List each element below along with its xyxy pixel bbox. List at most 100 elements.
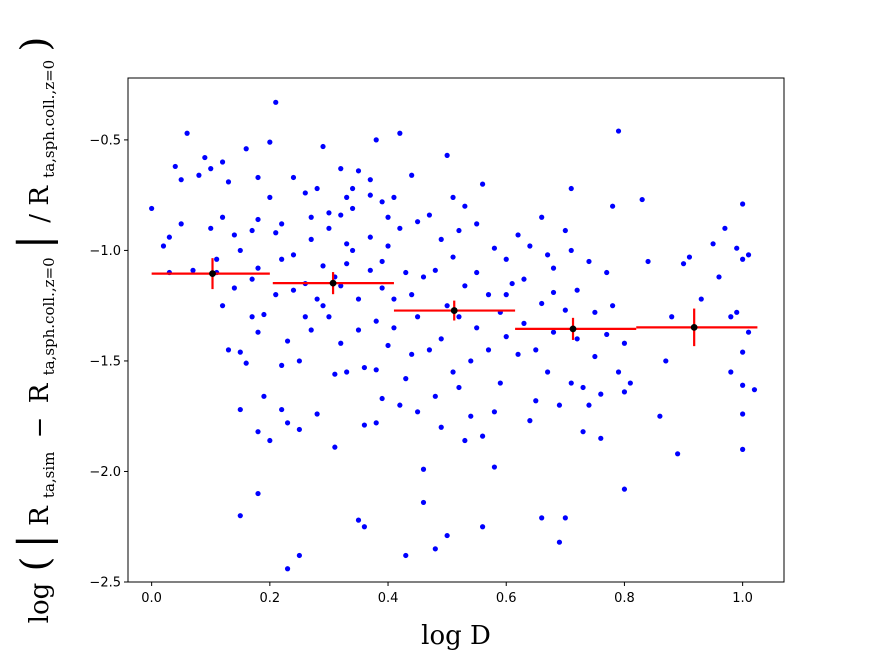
data-point [373,367,379,373]
data-point [166,234,172,240]
data-point [568,185,574,192]
data-point [361,364,367,371]
data-point [284,420,291,426]
data-point [214,256,220,262]
data-point [491,409,498,415]
data-point [267,437,273,444]
data-point [332,371,338,377]
bin-mean-point [569,325,577,333]
x-axis-label: log D [421,621,491,651]
data-point [403,552,409,559]
data-point [355,168,362,174]
y-label-log: log [25,583,55,624]
data-point [444,303,450,309]
data-point [279,406,285,413]
y-label-sub1: ta,sim [40,452,58,498]
y-label-minus: − [25,417,55,439]
data-point [574,287,580,293]
data-point [740,349,746,355]
data-point [255,329,261,335]
data-point [273,230,279,236]
data-point [255,429,261,435]
data-point [615,128,622,134]
data-point [675,451,681,457]
data-point [485,292,492,298]
x-tick-label: 0.2 [259,591,280,606]
y-axis-label: log ( | R ta,sim − R ta,sph.coll.,z=0 | … [9,37,58,624]
data-point [479,181,486,187]
data-point [598,391,604,397]
data-point [414,314,421,320]
data-point [710,241,716,247]
data-point [249,227,255,234]
data-point [521,276,527,282]
data-point [456,227,462,234]
data-point [627,380,633,386]
data-point [391,194,397,200]
data-point [474,269,480,276]
data-point [344,369,350,375]
data-point [592,353,598,360]
data-point [497,380,503,386]
data-point [284,338,291,344]
data-point [539,214,545,220]
data-point [320,303,326,309]
data-point [184,130,190,136]
data-point [527,243,533,249]
data-point [728,314,734,320]
data-point [320,143,326,150]
data-point [420,274,427,280]
data-point [545,369,551,375]
data-point [456,384,462,391]
data-point [669,314,675,320]
data-point [178,221,184,227]
data-point [474,221,480,227]
data-point [527,418,533,424]
data-point [237,406,243,413]
data-point [568,380,574,386]
data-point [373,420,379,426]
data-point [444,532,450,539]
data-point [592,309,598,315]
data-point [745,329,752,335]
data-point [450,369,456,375]
data-point [426,347,433,353]
data-point [320,263,326,269]
data-point [503,334,509,340]
data-point [426,212,433,218]
data-point [385,342,391,349]
data-point [290,174,297,181]
bin-mean-point [450,307,458,314]
data-point [243,360,249,366]
data-point [391,296,397,302]
data-point [468,358,474,364]
data-point [550,289,557,296]
data-point [225,347,232,353]
y-tick-label: −0.5 [89,133,121,148]
data-point [314,185,320,192]
data-point [515,232,521,238]
data-point [533,398,539,404]
data-point [208,225,214,231]
data-point [503,256,509,262]
data-point [479,524,486,530]
y-tick-label: −1.0 [89,244,121,259]
data-point [367,177,373,183]
data-point [367,267,373,273]
data-point [722,225,728,231]
x-tick-label: 0.6 [496,591,517,606]
data-point [403,269,409,276]
data-point [610,303,616,309]
data-point [403,376,409,382]
data-point [414,409,421,415]
data-point [355,296,362,302]
data-point [308,214,314,220]
data-point [373,137,379,143]
data-point [391,325,397,331]
data-point [308,236,314,242]
data-point [284,566,291,572]
data-point [491,245,498,251]
data-point [414,219,421,225]
data-point [296,552,302,559]
bin-mean-point [329,279,337,287]
